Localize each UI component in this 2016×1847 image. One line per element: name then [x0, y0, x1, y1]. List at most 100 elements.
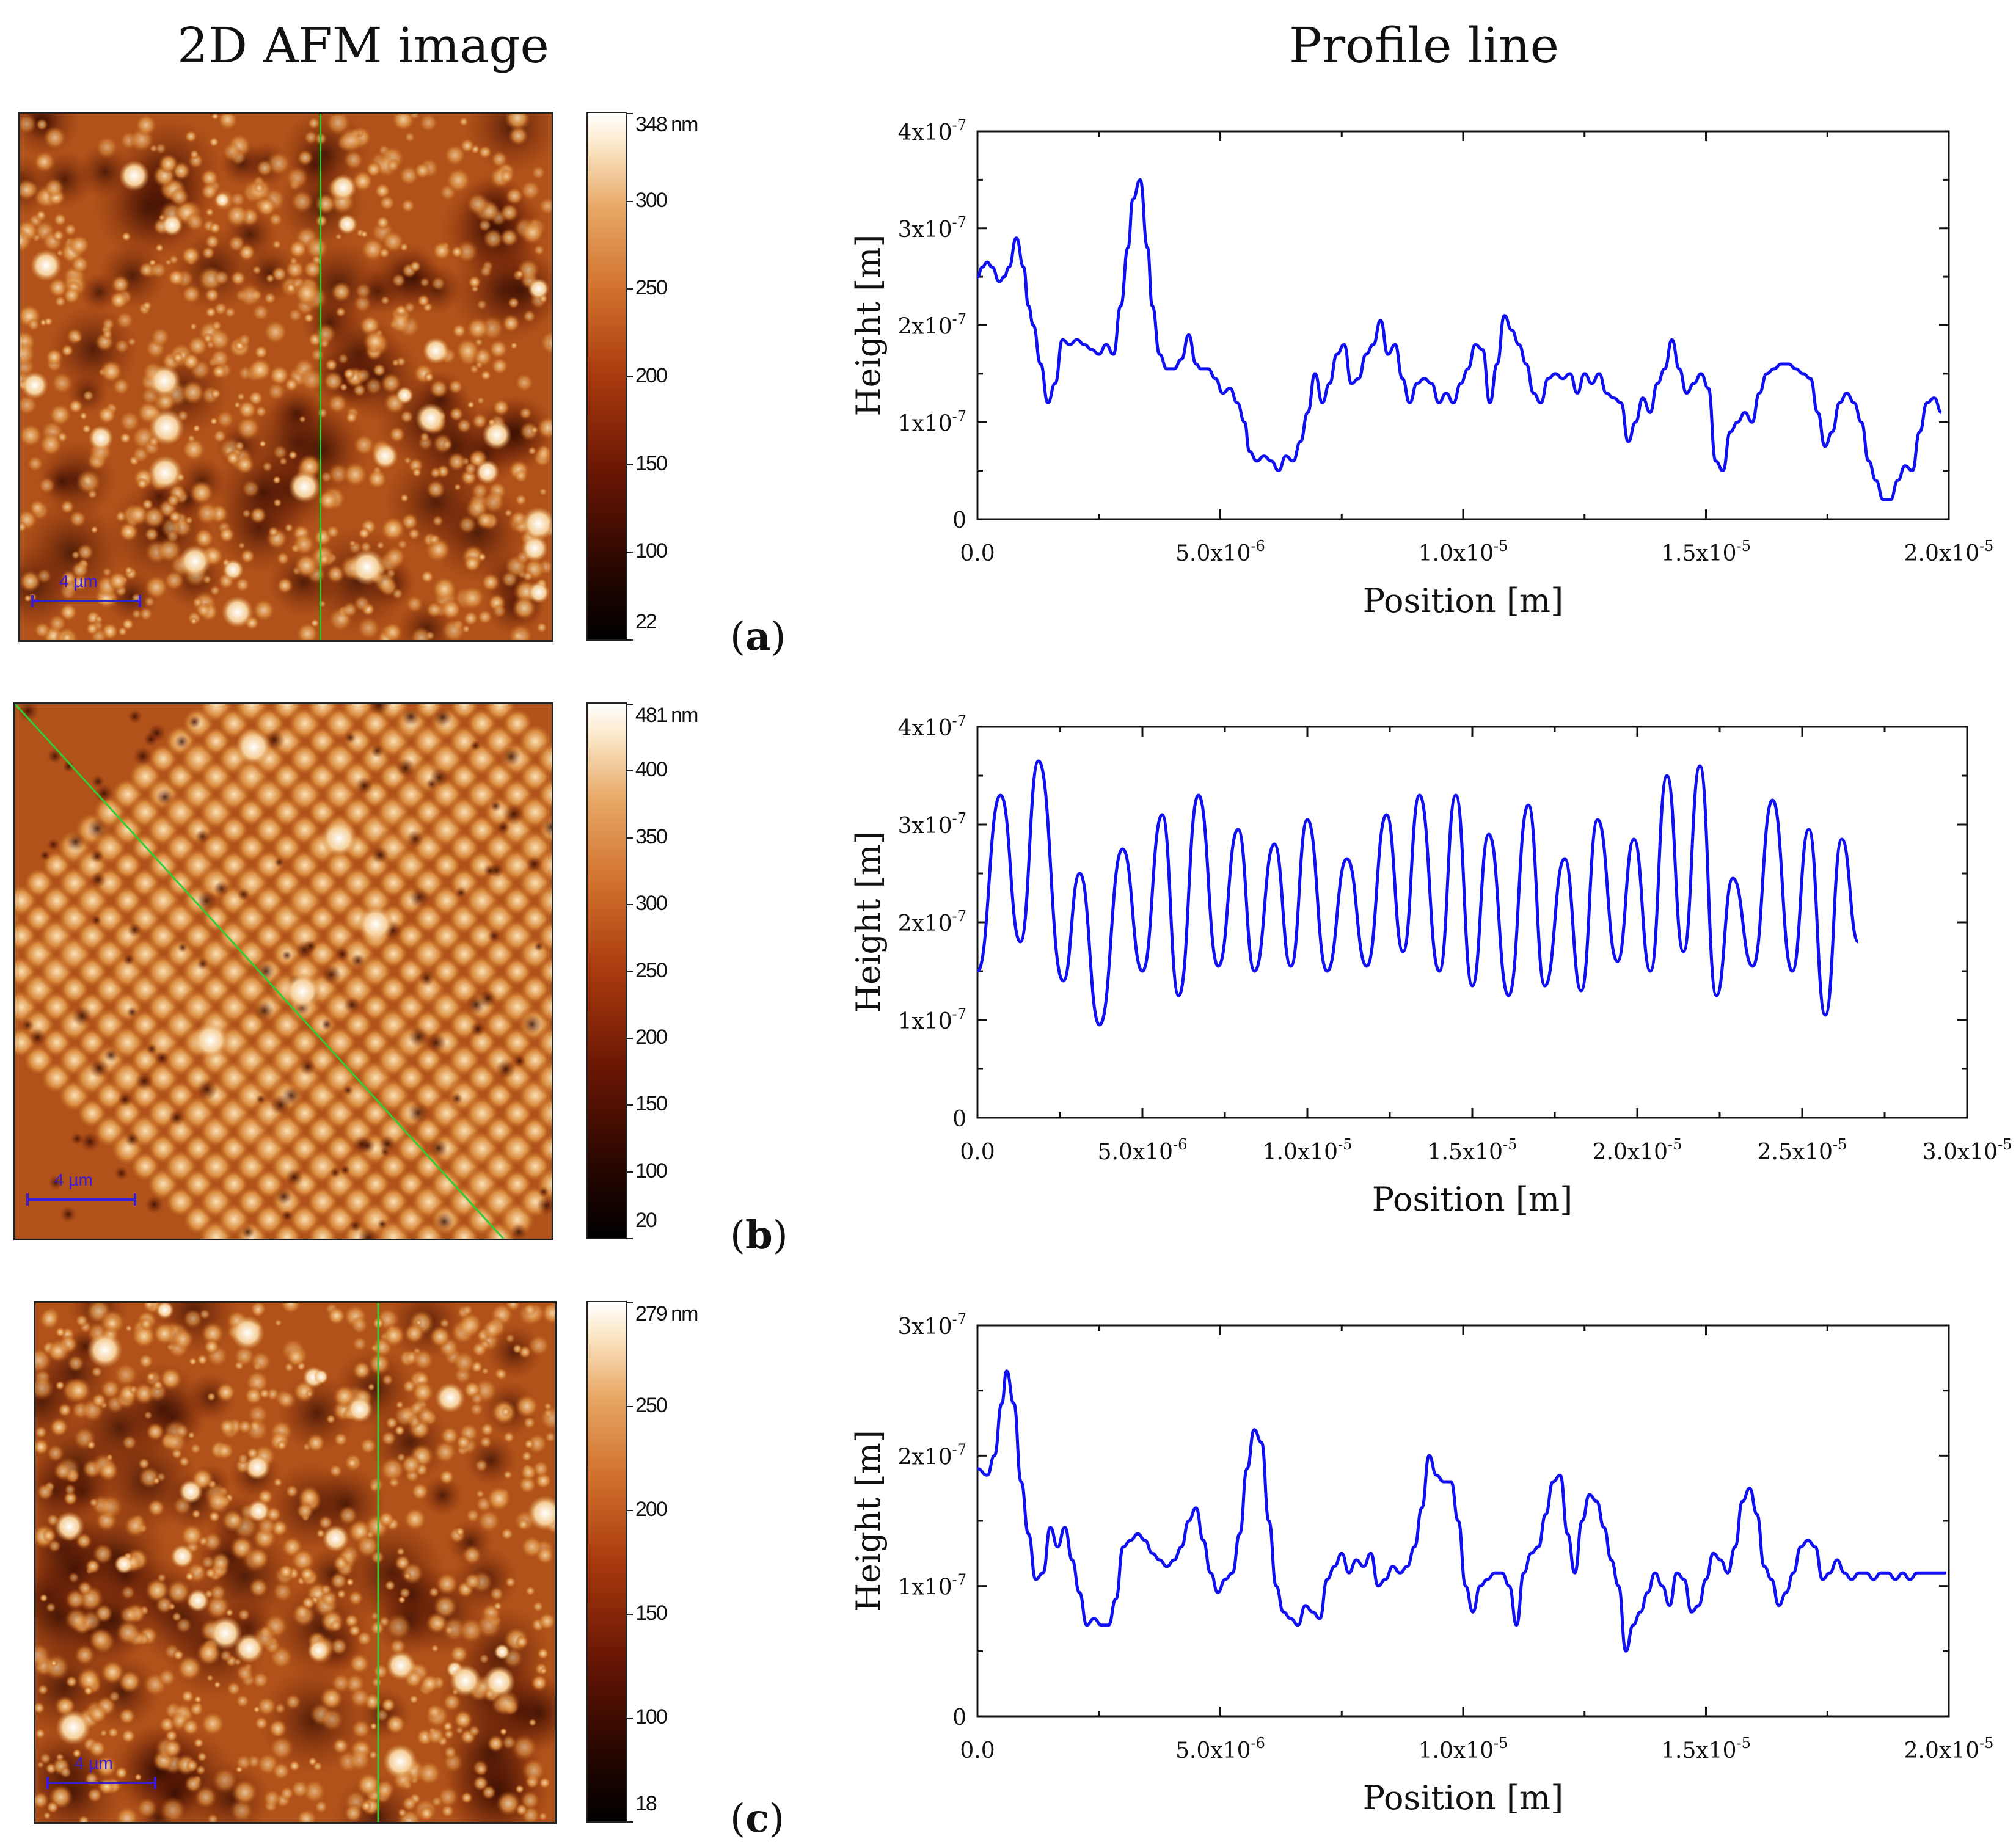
y-tick-label: 0	[952, 508, 966, 533]
afm-texture	[15, 704, 552, 1239]
y-tick-label: 1x10-7	[898, 407, 966, 436]
scale-bar-label: 4 µm	[54, 1170, 93, 1189]
colorbar-label: 100	[635, 1159, 668, 1182]
x-tick-label: 3.0x10-5	[1923, 1136, 2012, 1165]
x-tick-label: 1.5x10-5	[1661, 1735, 1751, 1763]
panel-label-b: (b)	[730, 1212, 788, 1258]
afm-column-title: 2D AFM image	[177, 17, 549, 74]
panel-label-c: (c)	[730, 1796, 784, 1842]
colorbar-label: 200	[635, 1025, 668, 1049]
x-tick-label: 2.0x10-5	[1904, 1735, 1994, 1763]
colorbar-label: 200	[635, 1498, 668, 1521]
colorbar-tick	[626, 770, 633, 772]
colorbar-tick	[626, 1821, 633, 1823]
scan-line	[15, 704, 505, 1239]
colorbar-tick	[626, 704, 633, 705]
colorbar-label: 400	[635, 758, 668, 782]
y-tick-label: 4x10-7	[898, 117, 966, 145]
y-tick-label: 2x10-7	[898, 311, 966, 340]
colorbar-label: 150	[635, 1092, 668, 1116]
x-tick-label: 1.0x10-5	[1263, 1136, 1353, 1165]
colorbar-label: 150	[635, 1601, 668, 1625]
plot-frame	[976, 1324, 1950, 1718]
x-tick-label: 1.0x10-5	[1419, 537, 1508, 566]
colorbar-tick	[626, 837, 633, 839]
colorbar-label: 100	[635, 1705, 668, 1729]
colorbar-tick	[626, 971, 633, 972]
colorbar-tick	[626, 1718, 633, 1719]
y-axis-label: Height [m]	[849, 831, 888, 1013]
colorbar-min-label: 20	[635, 1209, 657, 1232]
colorbar-max-label: 279 nm	[635, 1302, 698, 1325]
colorbar-label: 250	[635, 958, 668, 982]
x-tick-label: 1.5x10-5	[1428, 1136, 1517, 1165]
afm-image-b: 4 µm	[13, 702, 553, 1240]
colorbar-tick	[626, 552, 633, 553]
y-tick-label: 3x10-7	[898, 810, 966, 839]
x-axis-label: Position [m]	[1372, 1180, 1572, 1219]
colorbar-min-label: 18	[635, 1792, 657, 1815]
y-axis-label: Height [m]	[849, 1430, 888, 1612]
profile-series-line	[976, 178, 1943, 501]
colorbar-min-label: 22	[635, 610, 657, 633]
colorbar-tick	[626, 1104, 633, 1106]
colorbar-tick	[626, 376, 633, 377]
scale-bar-label: 4 µm	[59, 572, 98, 591]
x-tick-label: 0.0	[960, 1140, 995, 1165]
y-tick-label: 1x10-7	[898, 1005, 966, 1034]
x-axis-label: Position [m]	[1363, 581, 1563, 620]
y-tick-label: 0	[952, 1705, 966, 1730]
colorbar-tick	[626, 639, 633, 641]
x-tick-label: 1.5x10-5	[1661, 537, 1751, 566]
colorbar-tick	[626, 464, 633, 465]
scale-bar	[46, 1777, 156, 1789]
colorbar-label: 250	[635, 1394, 668, 1417]
y-tick-label: 2x10-7	[898, 908, 966, 936]
colorbar-tick	[626, 1037, 633, 1039]
colorbar-tick	[626, 200, 633, 202]
plot-frame	[976, 130, 1950, 520]
x-tick-label: 5.0x10-6	[1175, 537, 1265, 566]
colorbar-label: 200	[635, 364, 668, 387]
profile-series-line	[976, 759, 1860, 1027]
colorbar-label: 100	[635, 539, 668, 563]
afm-image-c: 4 µm	[34, 1301, 557, 1824]
afm-texture	[20, 114, 552, 640]
colorbar-max-label: 481 nm	[635, 704, 698, 727]
colorbar-a: 348 nm 300 250 200 150 100 22	[586, 112, 698, 641]
x-tick-label: 2.0x10-5	[1593, 1136, 1682, 1165]
x-axis-label: Position [m]	[1363, 1779, 1563, 1817]
colorbar-label: 300	[635, 188, 668, 212]
x-tick-label: 1.0x10-5	[1419, 1735, 1508, 1763]
plot-frame	[976, 726, 1968, 1119]
afm-texture	[35, 1303, 555, 1822]
colorbar-tick	[626, 904, 633, 906]
colorbar-tick	[626, 1238, 633, 1239]
colorbar-tick	[626, 113, 633, 114]
y-tick-label: 4x10-7	[898, 712, 966, 741]
y-axis-label: Height [m]	[849, 235, 888, 417]
x-tick-label: 2.0x10-5	[1904, 537, 1994, 566]
profile-chart-b: 0.0 5.0x10-6 1.0x10-5 1.5x10-5 2.0x10-5 2.5x1…	[849, 712, 2012, 1219]
y-tick-label: 2x10-7	[898, 1441, 966, 1470]
scale-bar	[31, 595, 141, 607]
colorbar-tick	[626, 288, 633, 290]
colorbar-label: 250	[635, 276, 668, 300]
colorbar-label: 300	[635, 892, 668, 916]
colorbar-label: 350	[635, 825, 668, 848]
profile-chart-c: 0.0 5.0x10-6 1.0x10-5 1.5x10-5 2.0x10-5 0 1x10…	[849, 1311, 1994, 1817]
x-tick-label: 5.0x10-6	[1175, 1735, 1265, 1763]
x-tick-label: 0.0	[960, 1738, 995, 1763]
y-tick-label: 3x10-7	[898, 1311, 966, 1339]
colorbar-tick	[626, 1406, 633, 1407]
x-tick-label: 5.0x10-6	[1098, 1136, 1188, 1165]
colorbar-label: 150	[635, 451, 668, 475]
colorbar-c: 279 nm 250 200 150 100 18	[586, 1301, 698, 1823]
x-tick-label: 0.0	[960, 541, 995, 566]
colorbar-b: 481 nm 400 350 300 250 200 150 100 20	[586, 702, 698, 1239]
scale-bar-label: 4 µm	[75, 1754, 113, 1772]
profile-series-line	[977, 1369, 1946, 1653]
y-tick-label: 1x10-7	[898, 1572, 966, 1600]
colorbar-tick	[626, 1171, 633, 1173]
profile-chart-a: 0.0 5.0x10-6 1.0x10-5 1.5x10-5 2.0x10-5 0 1x10…	[849, 117, 1994, 620]
